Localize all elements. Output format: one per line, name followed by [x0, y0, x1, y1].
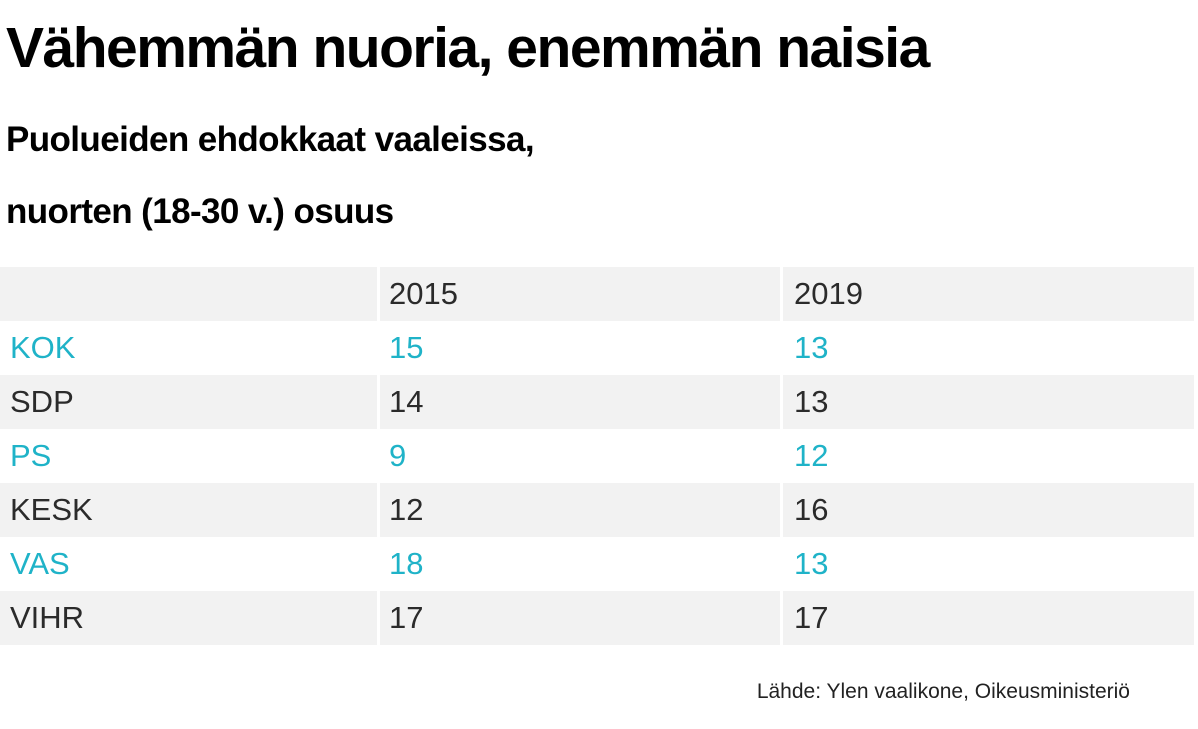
value-cell-2019: 17	[783, 591, 1194, 645]
value-cell-2015: 14	[380, 375, 781, 429]
chart-subtitle-line-1: Puolueiden ehdokkaat vaaleissa,	[6, 120, 535, 159]
party-cell: SDP	[0, 375, 378, 429]
source-note: Lähde: Ylen vaalikone, Oikeusministeriö	[756, 680, 1130, 703]
value-cell-2015: 15	[380, 321, 781, 375]
table-row: KOK 15 13	[0, 321, 1194, 375]
value-cell-2019: 12	[783, 429, 1194, 483]
value-cell-2019: 13	[783, 375, 1194, 429]
party-cell: VAS	[0, 537, 378, 591]
table-row: PS 9 12	[0, 429, 1194, 483]
value-cell-2015: 17	[380, 591, 781, 645]
table-row: KESK 12 16	[0, 483, 1194, 537]
table-header-row: 2015 2019	[0, 267, 1194, 321]
value-cell-2019: 13	[783, 321, 1194, 375]
header-cell-2015: 2015	[380, 267, 781, 321]
header-cell-party	[0, 267, 378, 321]
value-cell-2015: 18	[380, 537, 781, 591]
party-cell: KESK	[0, 483, 378, 537]
party-cell: VIHR	[0, 591, 378, 645]
value-cell-2015: 12	[380, 483, 781, 537]
header-cell-2019: 2019	[783, 267, 1194, 321]
table-row: VIHR 17 17	[0, 591, 1194, 645]
value-cell-2015: 9	[380, 429, 781, 483]
table-row: SDP 14 13	[0, 375, 1194, 429]
party-cell: PS	[0, 429, 378, 483]
chart-subtitle-line-2: nuorten (18-30 v.) osuus	[6, 192, 394, 231]
party-cell: KOK	[0, 321, 378, 375]
data-table: 2015 2019 KOK 15 13 SDP 14 13 PS 9 12 KE…	[0, 267, 1194, 645]
table-row: VAS 18 13	[0, 537, 1194, 591]
chart-title: Vähemmän nuoria, enemmän naisia	[6, 16, 930, 80]
value-cell-2019: 16	[783, 483, 1194, 537]
value-cell-2019: 13	[783, 537, 1194, 591]
